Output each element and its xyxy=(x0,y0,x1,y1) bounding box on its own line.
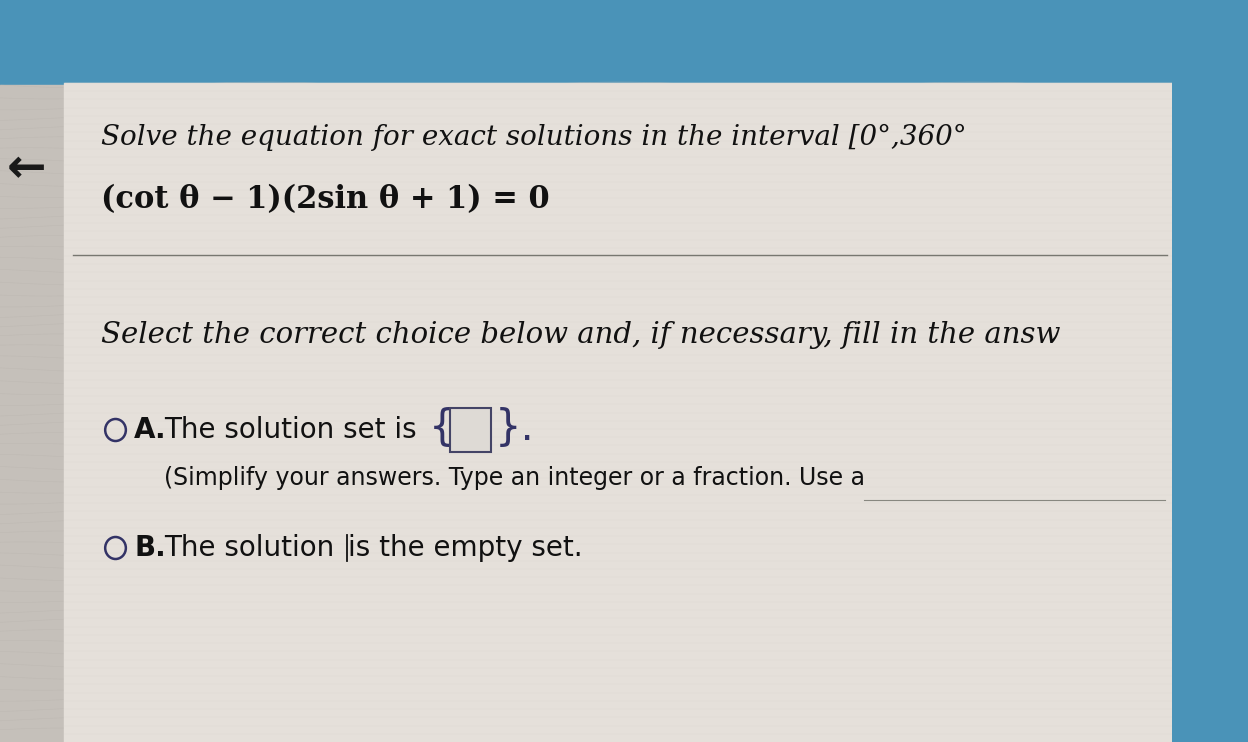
Text: B.: B. xyxy=(135,534,166,562)
Text: {: { xyxy=(429,407,456,449)
Text: A.: A. xyxy=(135,416,167,444)
Text: The solution set is: The solution set is xyxy=(165,416,434,444)
Bar xyxy=(0,85,1172,742)
Bar xyxy=(0,0,1172,85)
Bar xyxy=(449,408,492,452)
Text: Solve the equation for exact solutions in the interval [0°,360°: Solve the equation for exact solutions i… xyxy=(101,123,967,151)
Text: The solution: The solution xyxy=(165,534,334,562)
Text: ←: ← xyxy=(6,148,46,192)
Text: Select the correct choice below and, if necessary, fill in the answ: Select the correct choice below and, if … xyxy=(101,321,1061,349)
Bar xyxy=(64,83,1172,742)
Text: }.: }. xyxy=(495,407,534,449)
Text: (Simplify your answers. Type an integer or a fraction. Use a: (Simplify your answers. Type an integer … xyxy=(165,466,865,490)
Text: (cot θ − 1)(2sin θ + 1) = 0: (cot θ − 1)(2sin θ + 1) = 0 xyxy=(101,185,550,215)
Text: is the empty set.: is the empty set. xyxy=(347,534,582,562)
